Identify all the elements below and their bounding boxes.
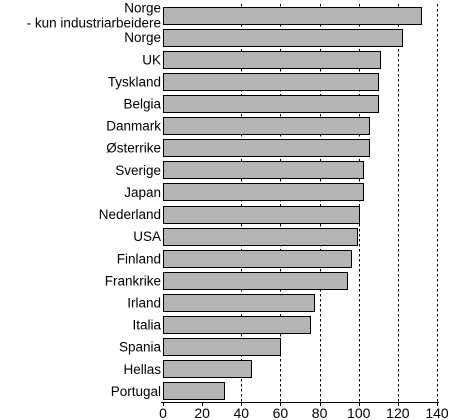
bar-7 [163, 161, 364, 179]
category-label-15: Spania [119, 340, 162, 355]
bar-14 [163, 316, 311, 334]
category-label-2: UK [142, 52, 161, 67]
bars-layer [163, 7, 422, 400]
x-axis-ticks: 0 20 40 60 80 100 120 140 [159, 402, 449, 420]
category-label-17: Portugal [111, 384, 161, 399]
category-label-0-line-0: Norge [124, 1, 161, 16]
bar-10 [163, 228, 358, 246]
bar-15 [163, 338, 281, 356]
x-tick-label-60: 60 [273, 405, 289, 420]
category-label-0-line-1: - kun industriarbeidere [27, 16, 161, 31]
x-tick-label-140: 140 [425, 405, 449, 420]
bar-5 [163, 117, 370, 135]
category-label-14: Italia [132, 318, 161, 333]
category-label-3: Tyskland [108, 74, 161, 89]
x-tick-label-120: 120 [386, 405, 410, 420]
category-label-4: Belgia [123, 97, 161, 112]
category-label-12: Frankrike [105, 273, 161, 288]
bar-6 [163, 139, 370, 157]
bar-13 [163, 294, 315, 312]
grid-layer [241, 4, 438, 402]
category-label-10: USA [133, 229, 161, 244]
x-tick-label-20: 20 [194, 405, 210, 420]
bar-2 [163, 51, 381, 69]
x-tick-label-100: 100 [347, 405, 371, 420]
x-tick-label-40: 40 [233, 405, 249, 420]
bar-8 [163, 183, 364, 201]
x-tick-label-0: 0 [159, 405, 167, 420]
bar-12 [163, 272, 348, 290]
bar-4 [163, 95, 379, 113]
category-label-9: Nederland [99, 207, 161, 222]
bar-1 [163, 29, 403, 47]
bar-11 [163, 250, 352, 268]
category-label-1: Norge [124, 30, 161, 45]
x-tick-label-80: 80 [312, 405, 328, 420]
category-label-8: Japan [124, 185, 161, 200]
category-label-6: Østerrike [106, 141, 161, 156]
category-label-16: Hellas [123, 362, 161, 377]
category-label-11: Finland [117, 251, 161, 266]
bar-16 [163, 360, 252, 378]
bar-17 [163, 382, 225, 400]
bar-9 [163, 206, 360, 224]
bar-0 [163, 7, 422, 25]
bar-3 [163, 73, 379, 91]
category-label-7: Sverige [115, 163, 161, 178]
category-label-5: Danmark [106, 119, 161, 134]
category-label-13: Irland [127, 296, 161, 311]
